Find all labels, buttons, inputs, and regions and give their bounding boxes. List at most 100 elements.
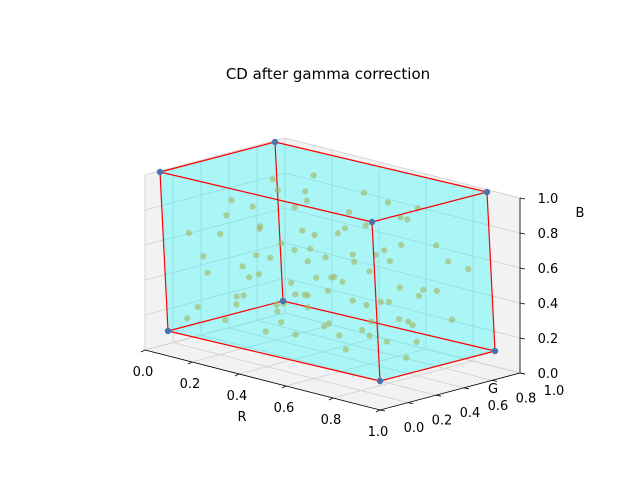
data-point (291, 247, 298, 254)
corner-point (279, 297, 287, 305)
data-point (262, 328, 269, 335)
data-point (415, 292, 422, 299)
data-point (381, 247, 388, 254)
data-point (222, 316, 229, 323)
cube-face (275, 142, 495, 351)
y-tick-label: 0.8 (516, 391, 537, 406)
x-tick-mark (328, 397, 334, 401)
grid-line-y (172, 167, 409, 403)
cube-face (372, 192, 495, 381)
data-point (246, 274, 253, 281)
cube-edge (167, 330, 381, 382)
z-tick-label: 1.0 (538, 192, 559, 207)
x-tick-label: 0.0 (133, 365, 154, 380)
z-tick-label: 0.2 (538, 332, 559, 347)
data-point (403, 354, 410, 361)
data-point (349, 251, 356, 258)
data-point (384, 199, 391, 206)
data-point (351, 258, 358, 265)
cube-edge (159, 171, 373, 223)
corner-point (483, 188, 491, 196)
axis-panes (143, 137, 522, 411)
data-point (386, 258, 393, 265)
data-point (345, 208, 353, 216)
data-point (404, 216, 411, 223)
cube-face (160, 142, 487, 222)
data-point (395, 316, 403, 323)
data-point (359, 326, 366, 334)
x-tick-label: 0.2 (180, 377, 201, 392)
data-point (302, 188, 309, 195)
data-point (249, 203, 256, 210)
corner-point (368, 218, 376, 226)
cube-edge (379, 350, 496, 382)
z-tick-label: 0.4 (538, 297, 559, 312)
data-point (292, 291, 299, 298)
data-point (304, 258, 311, 265)
data-point (377, 298, 384, 305)
y-tick-label: 0.2 (432, 414, 453, 429)
z-tick-mark (519, 197, 526, 200)
corner-point (156, 168, 164, 176)
data-point (274, 308, 281, 315)
x-tick-mark (234, 373, 240, 377)
data-point (398, 241, 405, 248)
y-tick-label: 1.0 (544, 384, 565, 399)
data-point (413, 338, 420, 346)
x-tick-label: 0.4 (227, 389, 248, 404)
data-point (368, 318, 375, 325)
z-tick-mark (519, 267, 526, 270)
data-point (325, 320, 332, 327)
cube-edge (159, 141, 276, 173)
x-tick-mark (187, 361, 193, 365)
z-tick-label: 0.8 (538, 227, 559, 242)
data-point (321, 323, 328, 330)
data-point (239, 263, 246, 270)
cube-edge (282, 300, 496, 352)
data-point (255, 271, 262, 278)
cube-edge (274, 141, 284, 302)
data-point (204, 269, 211, 276)
data-point (274, 187, 281, 194)
data-point (361, 189, 368, 196)
data-point (366, 268, 373, 275)
data-point (366, 332, 373, 339)
data-point (349, 297, 356, 304)
data-point (240, 292, 247, 299)
data-point (363, 301, 370, 309)
data-points (184, 172, 472, 361)
x-axis-line (144, 349, 381, 411)
x-tick-label: 0.6 (274, 401, 295, 416)
data-point (313, 274, 320, 281)
cube-edge (167, 300, 284, 332)
data-point (383, 338, 390, 345)
y-tick-mark (407, 402, 414, 404)
z-tick-mark (519, 337, 526, 340)
data-point (405, 318, 412, 325)
data-point (310, 172, 317, 179)
data-point (397, 214, 404, 221)
data-point (385, 298, 392, 306)
axis-ticks: 0.00.20.40.60.81.0 0.0 0.2 0.4 0.6 0.8 1.00.00… (133, 192, 565, 440)
cube-edge (486, 191, 496, 352)
data-point (253, 252, 260, 259)
data-point (233, 301, 240, 308)
y-tick-label: 0.4 (460, 406, 481, 421)
corner-point (376, 377, 384, 385)
z-tick-label: 0.0 (538, 367, 559, 382)
y-tick-mark (463, 387, 470, 390)
x-tick-mark (375, 409, 381, 413)
data-point (299, 227, 306, 234)
data-point (288, 279, 295, 286)
x-tick-mark (281, 385, 287, 389)
x-axis-label: R (237, 410, 246, 425)
data-point (448, 316, 456, 323)
corner-point (271, 138, 279, 146)
corner-point (164, 327, 172, 335)
grid-line-z (144, 137, 521, 199)
data-point (277, 240, 285, 247)
data-point (339, 278, 346, 285)
z-tick-mark (519, 302, 526, 305)
cube-edge (371, 191, 488, 223)
